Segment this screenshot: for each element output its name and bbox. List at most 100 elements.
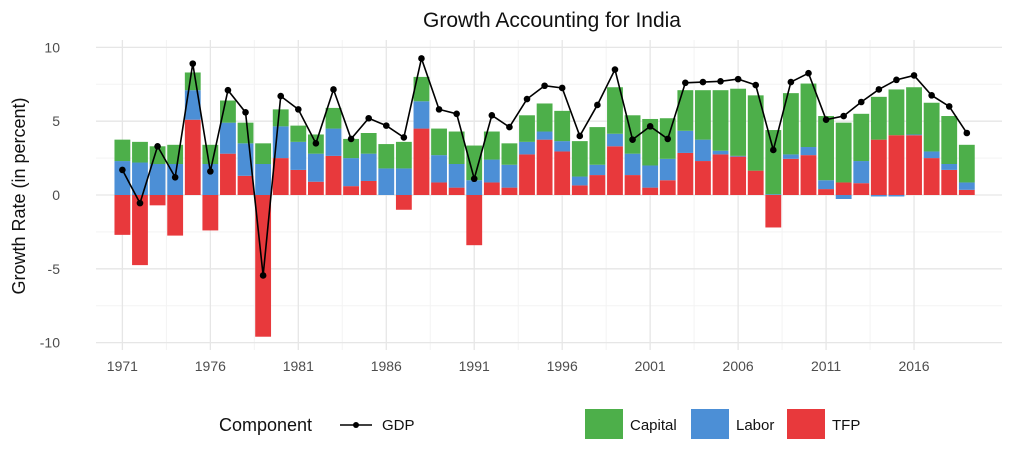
gdp-point-1992: [488, 111, 496, 119]
bar-labor-1979: [255, 164, 272, 195]
bar-capital-2016: [906, 87, 922, 135]
bar-capital-2003: [677, 90, 694, 131]
bar-labor-2016: [906, 134, 922, 136]
gdp-point-1991: [470, 175, 478, 183]
y-axis-label: Growth Rate (in percent): [9, 97, 29, 294]
gdp-point-1986: [382, 122, 390, 129]
legend-swatch-labor: [691, 409, 729, 439]
bar-labor-2004: [695, 139, 711, 162]
bar-tfp-1981: [290, 169, 307, 195]
bar-labor-2012: [835, 195, 852, 199]
bar-tfp-1973: [149, 195, 166, 206]
gdp-point-1977: [224, 86, 232, 94]
bar-labor-2017: [923, 151, 940, 159]
bar-tfp-2012: [835, 182, 852, 195]
bar-capital-1994: [519, 115, 535, 142]
gdp-point-1974: [171, 173, 179, 181]
bar-tfp-1992: [483, 182, 500, 195]
bar-labor-1998: [589, 164, 606, 176]
bar-capital-1981: [290, 125, 307, 142]
bar-tfp-2013: [853, 183, 870, 195]
bar-tfp-2016: [906, 135, 922, 195]
bar-capital-2018: [941, 116, 958, 164]
gdp-point-2009: [787, 78, 795, 86]
x-tick-label: 1981: [283, 358, 314, 374]
bar-labor-1999: [607, 133, 623, 147]
bar-capital-2017: [923, 102, 940, 152]
bar-capital-2008: [765, 130, 782, 195]
bar-tfp-1997: [571, 185, 588, 195]
x-tick-label: 1986: [371, 358, 402, 374]
bar-labor-2011: [818, 180, 834, 190]
x-tick-label: 1971: [107, 358, 138, 374]
bar-labor-1994: [519, 141, 535, 155]
bar-tfp-2008: [765, 195, 782, 228]
bar-tfp-2019: [958, 189, 975, 195]
legend-label-tfp: TFP: [832, 417, 860, 434]
bar-capital-1985: [360, 133, 377, 154]
bar-labor-2006: [730, 155, 747, 157]
gdp-point-1978: [242, 109, 249, 116]
legend-label-capital: Capital: [630, 417, 677, 434]
bar-labor-2014: [870, 195, 887, 197]
bar-labor-1995: [536, 131, 553, 140]
bar-capital-1996: [554, 110, 571, 142]
y-tick-label: -10: [40, 335, 60, 351]
bar-tfp-1989: [431, 182, 447, 195]
bar-capital-1992: [483, 131, 500, 160]
bar-capital-1991: [466, 145, 483, 181]
bar-tfp-2005: [712, 154, 729, 195]
legend-swatch-tfp: [787, 409, 825, 439]
bar-labor-1973: [149, 164, 166, 195]
bar-tfp-2006: [730, 156, 747, 195]
gdp-point-1975: [189, 60, 197, 67]
legend-title: Component: [219, 415, 312, 435]
bar-tfp-2001: [642, 187, 659, 195]
bar-tfp-1977: [220, 153, 236, 195]
gdp-point-1994: [523, 95, 531, 103]
bar-capital-1984: [343, 138, 360, 159]
gdp-point-1984: [347, 135, 355, 143]
legend-item-capital: Capital: [585, 409, 677, 439]
gdp-point-2014: [875, 86, 883, 93]
y-tick-label: 5: [52, 113, 60, 129]
bar-labor-1971: [114, 161, 131, 195]
x-tick-label: 1976: [195, 358, 226, 374]
bar-labor-1988: [413, 101, 430, 129]
gdp-point-2019: [963, 129, 971, 137]
gdp-point-1995: [541, 82, 548, 90]
bar-tfp-2017: [923, 158, 940, 195]
bar-capital-2011: [818, 116, 834, 181]
bar-labor-1997: [571, 176, 588, 186]
y-tick-label: -5: [48, 261, 61, 277]
bar-labor-1983: [325, 128, 342, 156]
bar-capital-1987: [395, 141, 412, 169]
gdp-point-1976: [207, 168, 214, 175]
bar-labor-1976: [202, 164, 219, 195]
bar-tfp-2011: [818, 189, 834, 195]
bar-labor-1989: [431, 155, 447, 183]
gdp-point-2016: [910, 72, 918, 79]
gdp-point-2001: [646, 123, 654, 130]
chart-title: Growth Accounting for India: [423, 9, 681, 32]
bar-capital-2009: [782, 93, 799, 155]
bar-capital-1989: [431, 128, 447, 156]
gdp-point-2011: [822, 116, 830, 124]
bar-labor-1975: [184, 90, 201, 120]
gdp-point-1999: [611, 66, 619, 73]
bar-capital-2006: [730, 88, 747, 156]
bar-tfp-1996: [554, 151, 571, 195]
x-ticks: 1971 1976 1981 1986 1991 1996 2001 2006 2011 2016: [107, 358, 930, 374]
bar-capital-1999: [607, 87, 623, 134]
bar-tfp-1985: [360, 180, 377, 195]
bar-tfp-2003: [677, 152, 694, 195]
gdp-point-2000: [629, 136, 636, 143]
x-tick-label: 1991: [459, 358, 490, 374]
bar-tfp-2000: [624, 175, 641, 195]
gdp-point-2012: [840, 112, 847, 120]
bar-tfp-1972: [132, 195, 148, 266]
bar-labor-2010: [800, 147, 817, 156]
gdp-point-1988: [418, 55, 425, 62]
legend-swatch-capital: [585, 409, 623, 439]
